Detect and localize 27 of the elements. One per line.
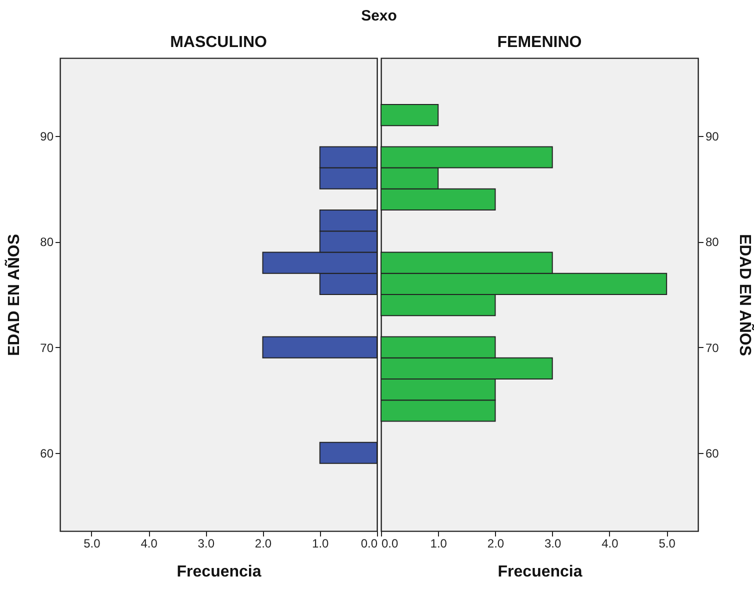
y-axis-title: EDAD EN AÑOS (4, 234, 24, 356)
x-tick-label: 1.0 (430, 536, 448, 550)
x-tick-label: 0.0 (360, 536, 378, 550)
x-tick-label: 0.0 (382, 536, 399, 550)
x-tick-label: 5.0 (84, 536, 101, 550)
y-tick-label: 80 (706, 235, 720, 250)
x-tick-label: 2.0 (487, 536, 504, 550)
x-tick-label: 5.0 (658, 536, 676, 550)
x-axis-title: Frecuencia (176, 564, 262, 580)
y-tick-label: 90 (40, 130, 54, 144)
y-tick-label: 60 (40, 446, 54, 460)
chart-title: FEMENINO (497, 34, 582, 51)
y-tick-label: 60 (706, 446, 720, 460)
y-axis-title: EDAD EN AÑOS (736, 234, 754, 356)
x-tick-label: 4.0 (140, 536, 158, 550)
y-tick-label: 70 (706, 340, 720, 355)
chart-title: MASCULINO (170, 34, 267, 51)
x-tick-label: 2.0 (254, 536, 272, 550)
text: Sexo (361, 7, 397, 24)
x-tick-label: 3.0 (544, 536, 562, 550)
y-tick-label: 70 (40, 340, 54, 355)
x-tick-label: 3.0 (198, 536, 215, 550)
x-tick-label: 4.0 (602, 536, 619, 550)
y-tick-label: 80 (40, 235, 54, 250)
x-axis-title: Frecuencia (498, 564, 582, 580)
x-tick-label: 1.0 (312, 536, 330, 550)
y-tick-label: 90 (706, 130, 720, 144)
